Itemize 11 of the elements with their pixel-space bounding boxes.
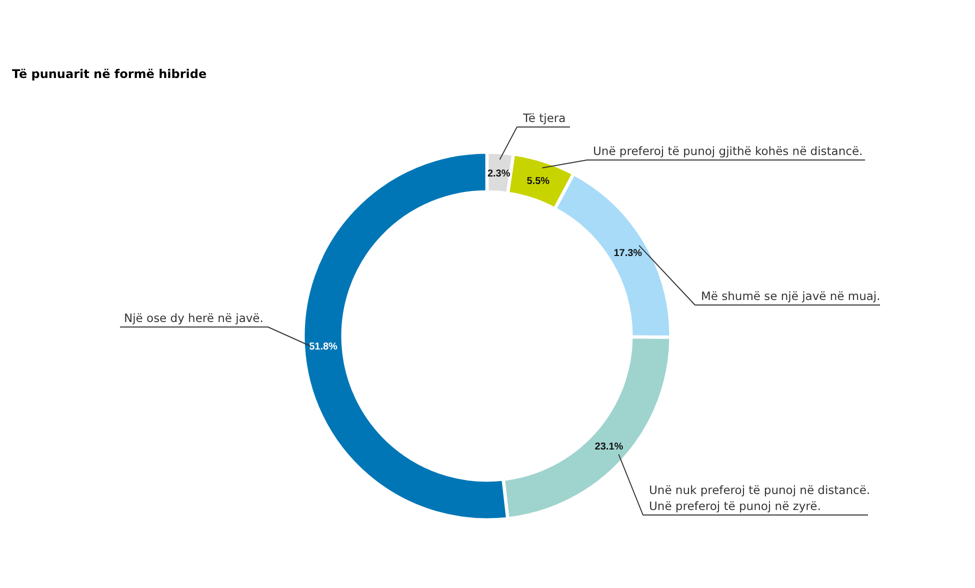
data-label: 17.3% — [614, 248, 642, 260]
chart-title: Të punuarit në formë hibride — [12, 67, 207, 81]
data-label: 2.3% — [487, 168, 510, 180]
slice-label: Më shumë se një javë në muaj. — [701, 289, 880, 303]
data-label: 23.1% — [594, 442, 624, 453]
slice-label: Unë preferoj të punoj gjithë kohës në distancë. — [593, 144, 863, 158]
data-label: 51.8% — [309, 341, 338, 352]
slice-label: Unë nuk preferoj të punoj në distancë. Unë preferoj të punoj në zyrë. — [649, 483, 870, 513]
slice-label: Të tjera — [522, 111, 566, 125]
data-label: 5.5% — [526, 176, 550, 188]
slice-label: Një ose dy herë në javë. — [124, 311, 264, 325]
